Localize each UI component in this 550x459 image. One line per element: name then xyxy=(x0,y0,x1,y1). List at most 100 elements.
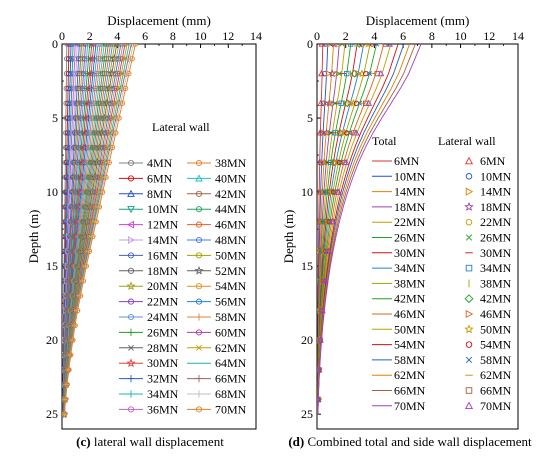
panel-d-lateral-point-70MN xyxy=(342,158,350,166)
panel-c-legend-marker-34MN xyxy=(127,390,135,398)
panel-d-lateral-point-70MN xyxy=(318,306,326,314)
panel-d-legend-lateral-label-6MN: 6MN xyxy=(480,154,506,168)
panel-d-lateral-point-50MN xyxy=(365,44,371,48)
panel-d-legend-item-6MN: 6MN 6MN xyxy=(372,154,506,168)
panel-c-legend-marker-32MN xyxy=(127,375,135,383)
panel-c-legend-item-66MN: 66MN xyxy=(187,372,247,386)
panel-d-legend-lateral-marker-34MN xyxy=(465,264,473,272)
panel-d-ytick-label: 20 xyxy=(301,333,313,347)
panel-c-point-70MN xyxy=(113,130,119,136)
panel-c-legend-item-64MN: 64MN xyxy=(187,356,247,370)
panel-d-lateral-point-42MN xyxy=(343,99,352,108)
panel-d-caption-text: Combined total and side wall displacemen… xyxy=(304,434,532,449)
panel-d-legend-title-lateral: Lateral wall xyxy=(438,134,496,148)
panel-c-point-70MN xyxy=(86,248,93,254)
panel-d-lateral-point-22MN xyxy=(329,100,335,106)
panel-c-legend-label-8MN: 8MN xyxy=(147,187,173,201)
panel-c-legend-marker-60MN xyxy=(195,329,203,336)
panel-c-ytick-label: 15 xyxy=(46,259,58,273)
panel-d-legend-lateral-marker-46MN xyxy=(465,309,474,319)
panel-c-legend-marker-22MN xyxy=(127,298,135,305)
panel-c-legend-label-4MN: 4MN xyxy=(147,156,173,170)
panel-c-point-36MN xyxy=(97,44,103,47)
panel-d-legend-lateral-marker-70MN xyxy=(464,401,474,410)
panel-c-legend-item-54MN: 54MN xyxy=(187,279,247,293)
panel-d-lateral-point-54MN xyxy=(369,44,375,47)
panel-c-legend-item-38MN: 38MN xyxy=(187,156,247,170)
panel-c-legend-marker-26MN xyxy=(127,328,135,336)
panel-c-point-70MN xyxy=(80,278,87,284)
panel-c-legend-item-56MN: 56MN xyxy=(187,295,247,309)
panel-c-ytick-label: 5 xyxy=(52,111,58,125)
panel-c-legend-marker-68MN xyxy=(195,390,203,398)
panel-c-legend-label-14MN: 14MN xyxy=(147,233,179,247)
panel-d-lateral-point-70MN xyxy=(317,395,322,403)
panel-c-point-70MN xyxy=(103,174,109,180)
panel-d-legend-lateral-marker-50MN xyxy=(464,324,474,334)
panel-d-legend-item-62MN: 62MN 62MN xyxy=(372,368,512,382)
panel-c-legend-label-66MN: 66MN xyxy=(215,372,247,386)
panel-d-legend-item-22MN: 22MN 22MN xyxy=(372,215,512,229)
panel-c-legend-label-12MN: 12MN xyxy=(147,218,179,232)
panel-d-lateral-point-70MN xyxy=(317,336,324,343)
panel-c-legend-label-34MN: 34MN xyxy=(147,387,179,401)
panel-c-point-24MN xyxy=(84,44,91,47)
panel-d-legend-lateral-label-46MN: 46MN xyxy=(480,307,512,321)
panel-c-legend-item-42MN: 42MN xyxy=(187,187,247,201)
panel-c-point-46MN xyxy=(97,115,103,121)
panel-c-point-70MN xyxy=(74,307,81,314)
panel-c-legend-marker-16MN xyxy=(127,252,135,259)
panel-c-legend-label-64MN: 64MN xyxy=(215,356,247,370)
panel-c-xtick-label: 0 xyxy=(59,29,65,43)
panel-c-legend-marker-38MN xyxy=(195,159,203,167)
panel-c-point-70MN xyxy=(64,381,70,388)
panel-d-legend-lateral-label-14MN: 14MN xyxy=(480,185,512,199)
panel-d-series-46MN xyxy=(317,44,385,415)
panel-d-total-line-70MN xyxy=(317,44,422,415)
panel-c-legend-item-70MN: 70MN xyxy=(187,402,247,416)
panel-c-legend-marker-20MN xyxy=(126,281,136,291)
panel-c-point-70MN xyxy=(62,411,68,417)
panel-d-legend-lateral-marker-54MN xyxy=(465,341,473,348)
panel-c-legend-item-10MN: 10MN xyxy=(119,202,179,216)
panel-c-legend-marker-30MN xyxy=(126,358,136,368)
panel-c-legend-label-48MN: 48MN xyxy=(215,233,247,247)
panel-d-legend-lateral-marker-22MN xyxy=(465,218,473,226)
panel-c-legend-marker-58MN xyxy=(195,313,203,321)
panel-c-point-30MN xyxy=(84,98,93,107)
panel-d-legend-title-total: Total xyxy=(372,134,397,148)
panel-c-legend-label-50MN: 50MN xyxy=(215,248,247,262)
panel-c-legend-marker-10MN xyxy=(127,206,135,214)
panel-c-point-70MN xyxy=(126,70,132,77)
panel-c-ytick-label: 20 xyxy=(46,333,58,347)
panel-c-legend-label-42MN: 42MN xyxy=(215,187,247,201)
panel-c-legend-label-54MN: 54MN xyxy=(215,279,247,293)
panel-c-legend-label-58MN: 58MN xyxy=(215,310,247,324)
panel-d-legend-lateral-label-58MN: 58MN xyxy=(480,353,512,367)
panel-c-legend-marker-56MN xyxy=(195,298,203,305)
panel-c-caption-letter: (c) xyxy=(76,434,90,449)
panel-c-legend-marker-48MN xyxy=(195,236,203,244)
panel-d-legend-total-label-6MN: 6MN xyxy=(394,154,420,168)
panel-d-lateral-point-70MN xyxy=(321,277,329,284)
panel-c-point-70MN xyxy=(100,189,106,195)
panel-c-point-34MN xyxy=(94,44,102,48)
panel-c-xtick-label: 6 xyxy=(142,29,148,43)
panel-d-legend-lateral-label-18MN: 18MN xyxy=(480,200,512,214)
panel-d-legend-total-label-42MN: 42MN xyxy=(394,292,426,306)
panel-d-caption: (d) Combined total and side wall displac… xyxy=(288,434,532,449)
panel-c-legend-item-62MN: 62MN xyxy=(187,341,247,355)
panel-d-lateral-point-10MN xyxy=(322,44,329,47)
panel-c-legend-label-20MN: 20MN xyxy=(147,279,179,293)
panel-c-point-58MN xyxy=(106,114,113,122)
panel-d-legend-total-label-30MN: 30MN xyxy=(394,246,426,260)
panel-d-legend-lateral-label-66MN: 66MN xyxy=(480,384,512,398)
panel-c-point-70MN xyxy=(70,337,76,343)
panel-d-legend-total-label-34MN: 34MN xyxy=(394,261,426,275)
panel-c-point-66MN xyxy=(128,44,135,48)
panel-d-lateral-point-70MN xyxy=(377,69,385,77)
panel-c-legend-marker-6MN xyxy=(127,175,135,182)
panel-c-legend-marker-54MN xyxy=(195,283,203,290)
